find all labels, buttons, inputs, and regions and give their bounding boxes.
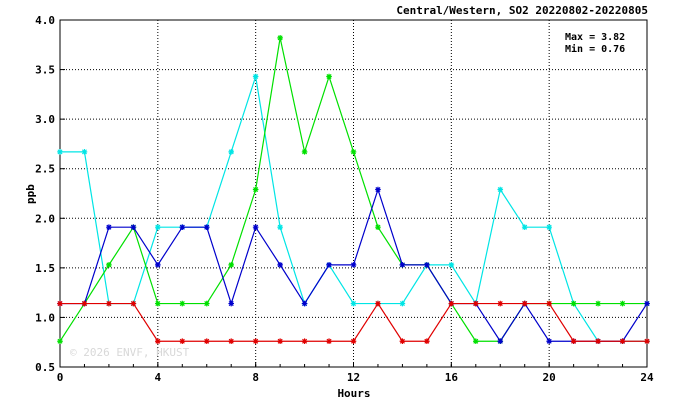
data-point-marker — [57, 300, 63, 307]
data-point-marker — [155, 262, 161, 268]
data-point-marker — [497, 300, 504, 307]
data-point-marker — [301, 338, 308, 345]
data-point-marker — [277, 35, 283, 41]
data-point-marker — [619, 338, 626, 345]
data-point-marker — [350, 338, 357, 345]
data-point-marker — [350, 262, 357, 268]
data-point-marker — [155, 300, 161, 307]
data-point-marker — [155, 224, 161, 231]
data-point-marker — [252, 186, 259, 193]
data-point-marker — [350, 300, 357, 307]
x-tick-label: 8 — [252, 371, 259, 384]
data-point-marker — [521, 224, 528, 231]
x-tick-label: 24 — [640, 371, 654, 384]
data-point-marker — [179, 224, 186, 231]
data-point-marker — [252, 73, 259, 80]
data-point-marker — [130, 224, 137, 231]
data-point-marker — [424, 262, 430, 268]
y-tick-label: 2.0 — [35, 212, 55, 225]
data-point-marker — [595, 300, 601, 307]
data-point-marker — [252, 338, 259, 345]
data-point-marker — [497, 186, 504, 193]
data-point-marker — [546, 300, 552, 307]
data-point-marker — [106, 262, 112, 268]
data-point-marker — [277, 338, 283, 345]
data-point-marker — [130, 300, 137, 307]
data-point-marker — [546, 224, 552, 231]
data-point-marker — [644, 338, 650, 345]
y-tick-label: 1.0 — [35, 311, 55, 324]
data-point-marker — [375, 186, 381, 193]
data-point-marker — [203, 300, 210, 307]
chart-title: Central/Western, SO2 20220802-20220805 — [396, 4, 648, 17]
data-point-marker — [203, 224, 210, 231]
data-point-marker — [570, 338, 577, 345]
data-point-marker — [179, 338, 186, 345]
data-point-marker — [106, 300, 112, 307]
data-point-marker — [375, 300, 381, 307]
y-tick-label: 3.5 — [35, 64, 55, 77]
x-tick-label: 20 — [543, 371, 556, 384]
x-tick-label: 12 — [347, 371, 360, 384]
data-point-marker — [228, 338, 235, 345]
data-point-marker — [179, 300, 186, 307]
data-point-marker — [546, 338, 552, 345]
data-point-marker — [81, 149, 88, 155]
series-lines — [57, 35, 650, 345]
x-tick-label: 16 — [445, 371, 459, 384]
data-point-marker — [106, 224, 112, 231]
y-tick-label: 2.5 — [35, 163, 55, 176]
y-tick-label: 4.0 — [35, 14, 55, 27]
max-annotation: Max = 3.82 — [565, 32, 625, 43]
data-point-marker — [350, 149, 357, 155]
data-point-marker — [155, 338, 161, 345]
data-point-marker — [472, 300, 479, 307]
data-point-marker — [595, 338, 601, 345]
data-point-marker — [81, 300, 88, 307]
x-tick-label: 0 — [57, 371, 64, 384]
x-axis-label: Hours — [337, 387, 370, 400]
data-point-marker — [301, 149, 308, 155]
data-point-marker — [326, 338, 332, 345]
data-point-marker — [228, 149, 235, 155]
data-point-marker — [472, 338, 479, 345]
min-annotation: Min = 0.76 — [565, 43, 625, 55]
y-tick-label: 0.5 — [35, 361, 55, 374]
watermark: © 2026 ENVF, HKUST — [70, 346, 190, 359]
axis-ticks: 0 4 8 12 16 20 24 0.5 1.0 1.5 2.0 2.5 3.0 3.5 4.0 — [35, 14, 654, 384]
data-point-marker — [399, 262, 406, 268]
data-point-marker — [619, 300, 626, 307]
data-point-marker — [497, 338, 504, 345]
data-point-marker — [277, 224, 283, 231]
series-4 — [57, 300, 650, 345]
data-point-marker — [57, 338, 63, 345]
y-tick-label: 3.0 — [35, 113, 55, 126]
data-point-marker — [301, 300, 308, 307]
y-tick-label: 1.5 — [35, 262, 55, 275]
data-point-marker — [326, 73, 332, 80]
grid-lines — [60, 20, 647, 367]
data-point-marker — [424, 338, 430, 345]
data-point-marker — [570, 300, 577, 307]
data-point-marker — [228, 262, 235, 268]
data-point-marker — [448, 262, 455, 268]
data-point-marker — [252, 224, 259, 231]
data-point-marker — [375, 224, 381, 231]
y-axis-label: ppb — [24, 184, 37, 204]
data-point-marker — [399, 338, 406, 345]
data-point-marker — [644, 300, 650, 307]
data-point-marker — [399, 300, 406, 307]
data-point-marker — [228, 300, 235, 307]
data-point-marker — [57, 149, 63, 155]
data-point-marker — [521, 300, 528, 307]
data-point-marker — [326, 262, 332, 268]
x-tick-label: 4 — [155, 371, 162, 384]
data-point-marker — [277, 262, 283, 268]
data-point-marker — [203, 338, 210, 345]
data-point-marker — [448, 300, 455, 307]
